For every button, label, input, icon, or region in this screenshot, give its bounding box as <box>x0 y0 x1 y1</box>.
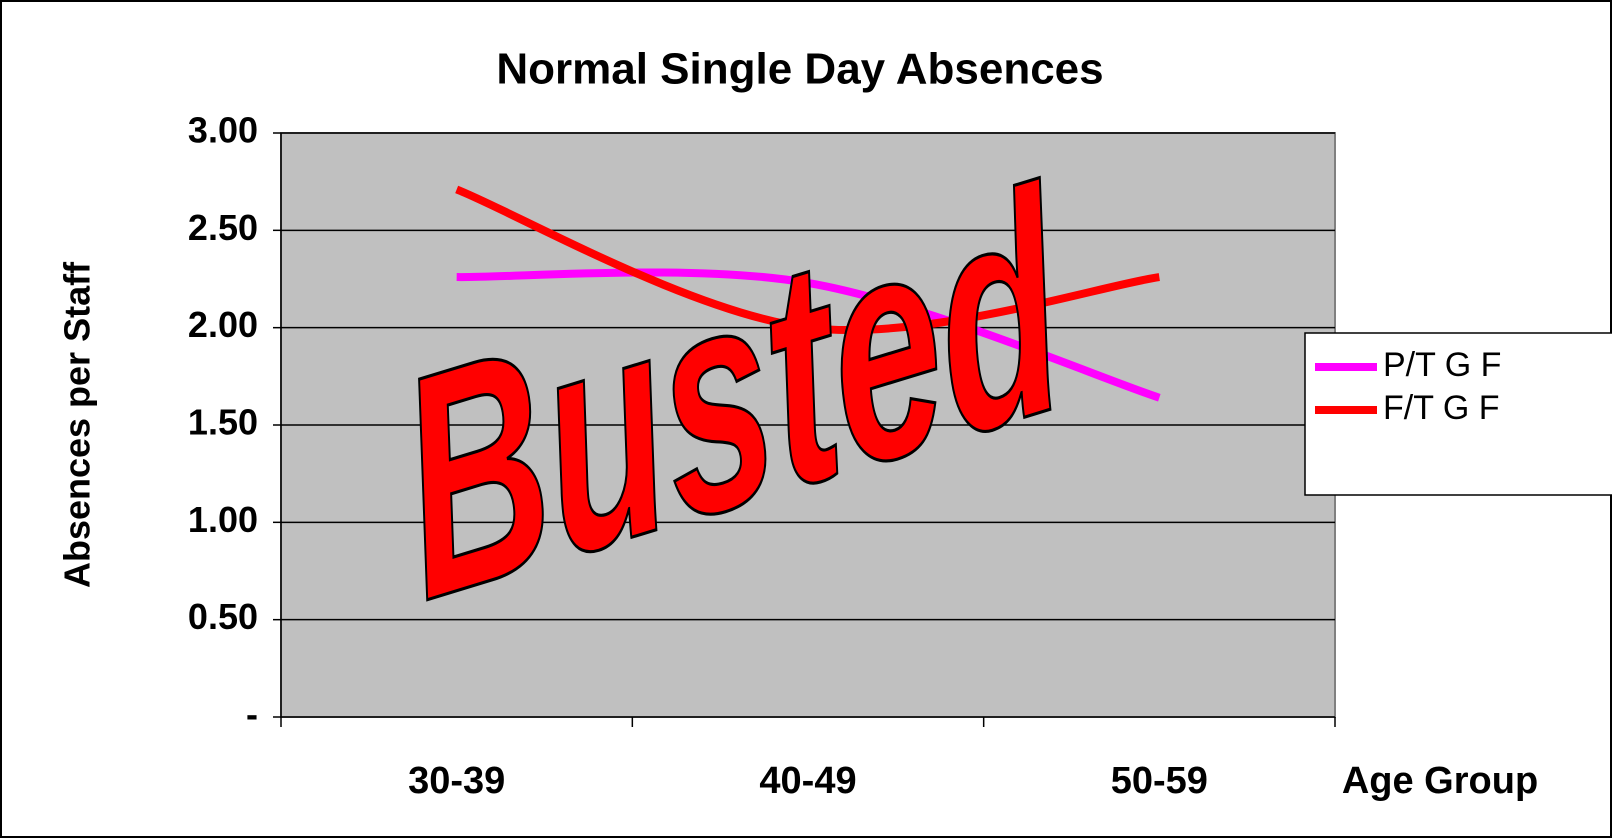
x-tick-label: 30-39 <box>408 760 505 802</box>
y-tick-label: 2.50 <box>188 207 258 248</box>
y-tick-label: - <box>246 694 258 735</box>
y-tick-label: 1.50 <box>188 402 258 443</box>
legend-label: F/T G F <box>1383 389 1499 427</box>
x-tick-label: 40-49 <box>759 760 856 802</box>
y-axis-label: Absences per Staff <box>57 261 98 588</box>
y-tick-label: 3.00 <box>188 110 258 151</box>
y-tick-label: 1.00 <box>188 499 258 540</box>
y-tick-label: 2.00 <box>188 304 258 345</box>
series-line <box>456 268 1161 402</box>
chart-title: Normal Single Day Absences <box>496 45 1103 94</box>
series-line <box>455 185 1160 335</box>
x-tick-label: 50-59 <box>1111 760 1208 802</box>
y-tick-label: 0.50 <box>188 596 258 637</box>
x-axis-label: Age Group <box>1342 760 1538 802</box>
legend-label: P/T G F <box>1383 346 1501 384</box>
